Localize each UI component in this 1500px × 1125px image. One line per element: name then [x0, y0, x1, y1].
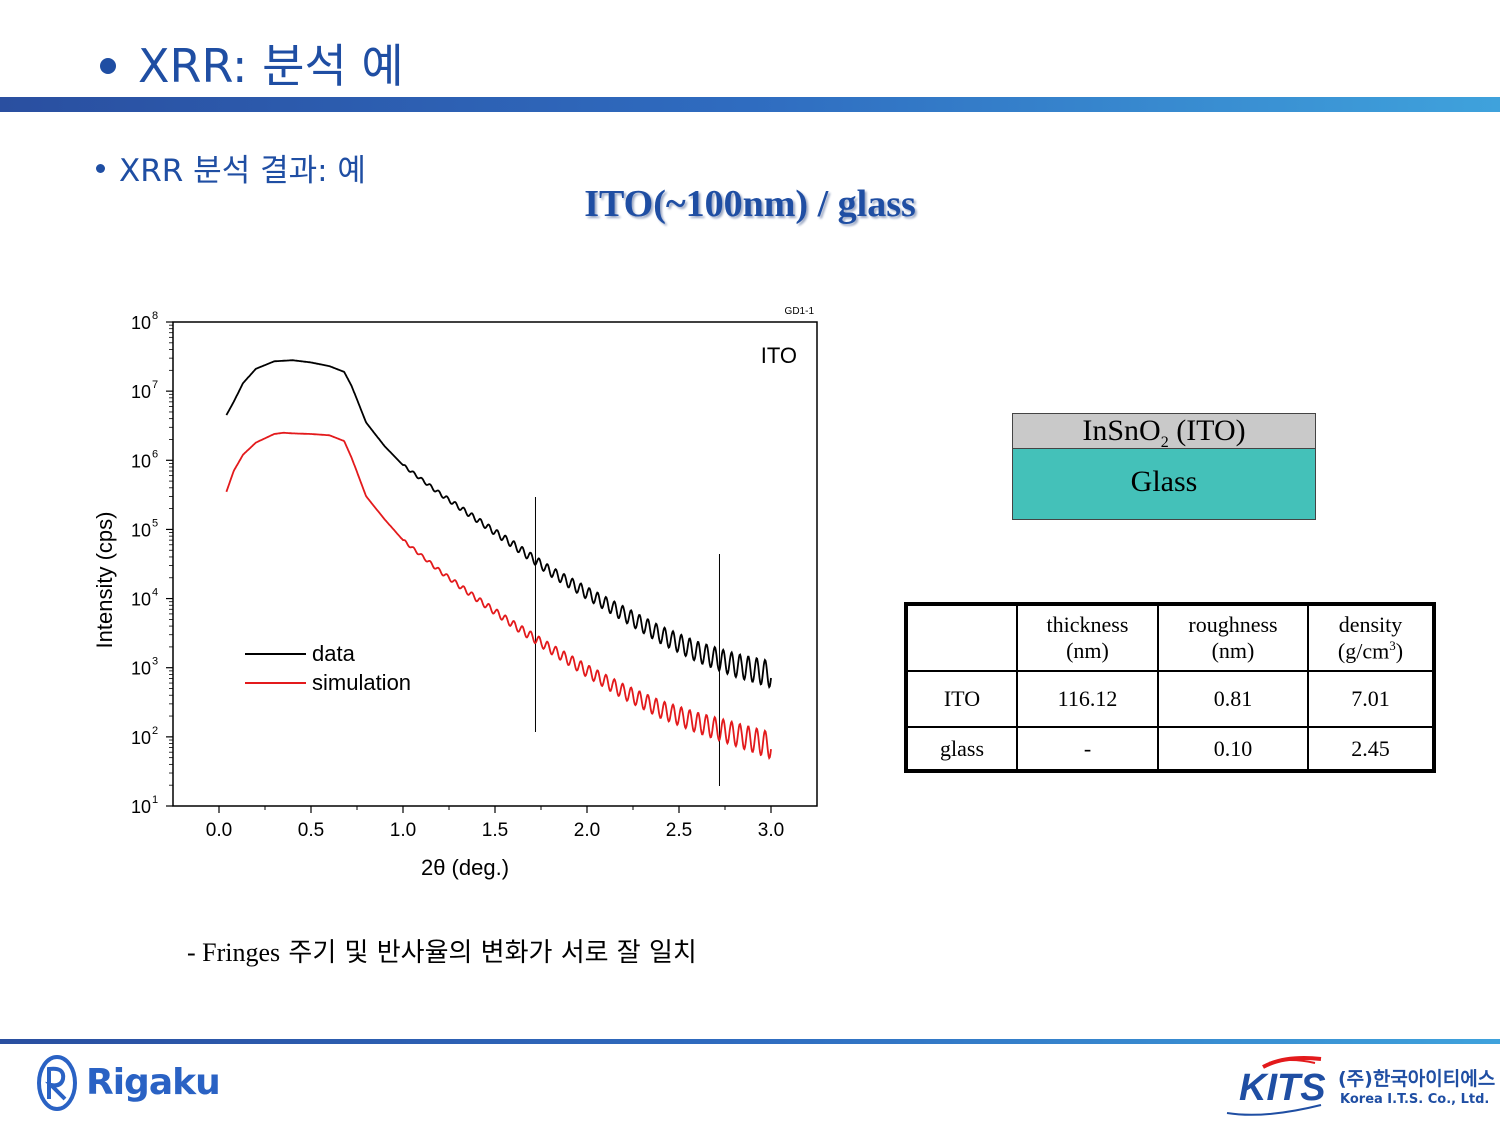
header-thickness-line1: thickness [1046, 612, 1129, 637]
x-tick-label: 0.5 [298, 820, 324, 841]
series-line-simulation [225, 431, 772, 760]
xrr-chart: 0.0 0.5 1.0 1.5 2.0 2.5 3.010 110 210 310 410 510 61… [92, 306, 818, 880]
section-bullet-text: XRR 분석 결과: 예 [119, 153, 366, 189]
x-tick-label: 3.0 [758, 820, 784, 841]
y-tick-label: 10 [131, 313, 151, 333]
y-tick-label: 10 [131, 797, 151, 817]
table-row: glass - 0.10 2.45 [905, 726, 1435, 772]
y-tick-exponent: 5 [152, 517, 158, 529]
slide-title-text: XRR: 분석 예 [138, 39, 404, 93]
table-header-roughness: roughness (nm) [1157, 603, 1309, 672]
bullet-dot-icon [96, 164, 105, 173]
cell-thickness: 116.12 [1016, 670, 1159, 728]
header-density-line2: (g/cm [1337, 638, 1390, 664]
y-axis-label: Intensity (cps) [92, 512, 117, 649]
plot-area: 0.0 0.5 1.0 1.5 2.0 2.5 3.010 110 210 310 410 510 61… [131, 310, 818, 841]
x-tick-label: 2.5 [666, 820, 692, 841]
y-tick-exponent: 8 [152, 310, 158, 322]
y-tick-label: 10 [131, 728, 151, 748]
y-tick-exponent: 6 [152, 448, 158, 460]
table-header-row: thickness (nm) roughness (nm) density (g/cm… [905, 603, 1435, 672]
y-tick-label: 10 [131, 451, 151, 471]
header-roughness-line2: (nm) [1211, 638, 1255, 663]
cell-density: 2.45 [1307, 726, 1435, 772]
y-tick-label: 10 [131, 659, 151, 679]
cell-thickness: - [1016, 726, 1159, 772]
header-density-sup: 3 [1389, 637, 1396, 653]
title-bullet-icon [100, 57, 116, 74]
slide-title: XRR: 분석 예 [100, 30, 404, 96]
cell-layer: glass [905, 726, 1018, 772]
y-tick-exponent: 4 [152, 587, 158, 599]
chart-annotation: ITO [761, 343, 797, 368]
header-roughness-line1: roughness [1188, 612, 1278, 637]
rigaku-logo-icon [37, 1055, 77, 1111]
header-thickness-line2: (nm) [1066, 638, 1109, 663]
results-table: thickness (nm) roughness (nm) density (g/cm… [904, 602, 1436, 773]
footer-divider-bar [0, 1039, 1500, 1044]
kits-logo-text: KITS [1239, 1067, 1326, 1109]
layer-stack-diagram: InSnO2 (ITO) Glass [1012, 413, 1316, 520]
x-tick-label: 1.5 [482, 820, 508, 841]
legend-label-simulation: simulation [312, 670, 411, 695]
header-divider-bar [0, 97, 1500, 112]
cell-roughness: 0.81 [1157, 670, 1309, 728]
rigaku-wordmark: Rigaku [86, 1062, 221, 1103]
y-tick-exponent: 1 [152, 794, 158, 806]
caption-prefix: - Fringes [187, 938, 281, 967]
chart-heading: ITO(~100nm) / glass [584, 183, 916, 225]
kits-logo: KITS [1226, 1056, 1326, 1116]
layer-ito-suffix: (ITO) [1168, 414, 1246, 447]
x-tick-label: 0.0 [206, 820, 232, 841]
table-row: ITO 116.12 0.81 7.01 [905, 670, 1435, 728]
caption: - Fringes 주기 및 반사율의 변화가 서로 잘 일치 [187, 932, 697, 969]
header-density-line1: density [1338, 611, 1403, 637]
y-tick-exponent: 3 [152, 656, 158, 668]
sample-id-label: GD1-1 [785, 306, 815, 317]
y-tick-label: 10 [131, 520, 151, 540]
caption-text: 주기 및 반사율의 변화가 서로 잘 일치 [280, 938, 697, 968]
y-tick-exponent: 2 [152, 725, 158, 737]
layer-ito-formula: InSnO [1082, 414, 1161, 447]
layer-glass: Glass [1012, 449, 1316, 520]
kits-korean-name: (주)한국아이티에스 [1338, 1068, 1496, 1090]
x-axis-label: 2θ (deg.) [421, 855, 509, 880]
legend-label-data: data [312, 641, 356, 666]
cell-roughness: 0.10 [1157, 726, 1309, 772]
layer-ito-subscript: 2 [1160, 434, 1169, 451]
x-tick-label: 2.0 [574, 820, 600, 841]
table-header-density: density (g/cm3) [1307, 603, 1435, 672]
y-tick-label: 10 [131, 382, 151, 402]
section-bullet: XRR 분석 결과: 예 [96, 145, 366, 190]
table-corner-cell [905, 603, 1018, 672]
y-tick-exponent: 7 [152, 379, 158, 391]
cell-density: 7.01 [1307, 670, 1435, 728]
cell-layer: ITO [905, 670, 1018, 728]
layer-ito: InSnO2 (ITO) [1012, 413, 1316, 451]
x-tick-label: 1.0 [390, 820, 416, 841]
series-line-data [225, 359, 772, 689]
table-header-thickness: thickness (nm) [1016, 603, 1159, 672]
y-tick-label: 10 [131, 590, 151, 610]
kits-english-name: Korea I.T.S. Co., Ltd. [1340, 1092, 1490, 1107]
header-density-line2-end: ) [1395, 638, 1404, 664]
